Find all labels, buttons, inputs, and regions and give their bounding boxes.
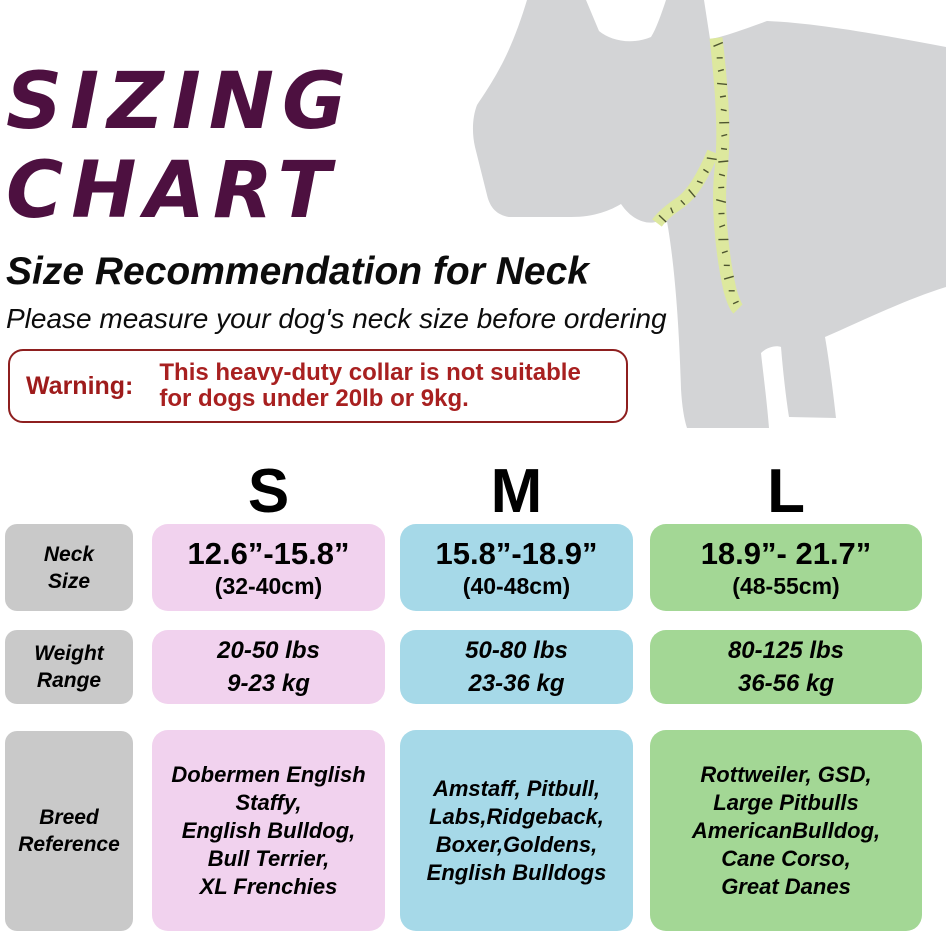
row-label-line: Reference [18, 833, 120, 856]
tape-tick-marks [658, 41, 739, 305]
cell-breed-reference-s: Dobermen English Staffy, English Bulldog, B… [152, 730, 385, 931]
measuring-tape-branch [652, 149, 719, 227]
row-label-line: Size [47, 569, 91, 593]
warning-label: Warning: [26, 371, 134, 400]
weight-lbs: 80-125 lbs [727, 637, 845, 664]
row-label-line: Range [36, 669, 102, 692]
subtitle: Size Recommendation for Neck [6, 250, 589, 293]
breed-line: Staffy, [235, 789, 302, 815]
breed-line: Boxer,Goldens, [435, 831, 598, 857]
cell-neck-size-l: 18.9”- 21.7” (48-55cm) [650, 524, 922, 611]
column-header-s: S [247, 457, 290, 526]
dog-silhouette [472, 0, 946, 428]
neck-size-cm: (48-55cm) [732, 572, 840, 599]
column-header-l: L [767, 457, 805, 526]
warning-box: Warning: This heavy-duty collar is not s… [8, 349, 628, 423]
row-label-line: Breed [39, 806, 99, 829]
cell-weight-range-m: 50-80 lbs 23-36 kg [400, 630, 633, 704]
title-line-1: SIZING [6, 57, 355, 147]
row-label-breed-reference: Breed Reference [5, 731, 133, 931]
page-title: SIZING CHART [6, 58, 354, 236]
breed-line: Bull Terrier, [207, 845, 330, 871]
column-header-m: M [490, 457, 543, 526]
weight-kg: 36-56 kg [737, 670, 835, 697]
warning-message-line-2: for dogs under 20lb or 9kg. [159, 385, 469, 412]
title-line-2: CHART [6, 146, 339, 236]
warning-message: This heavy-duty collar is not suitable f… [159, 360, 580, 412]
breed-line: AmericanBulldog, [691, 817, 881, 843]
row-label-weight-range: Weight Range [5, 630, 133, 704]
weight-kg: 23-36 kg [468, 670, 565, 697]
dog-with-tape-illustration [472, 0, 946, 428]
breed-line: Rottweiler, GSD, [700, 761, 872, 787]
warning-message-line-1: This heavy-duty collar is not suitable [159, 359, 581, 386]
neck-size-cm: (32-40cm) [214, 572, 323, 599]
cell-breed-reference-l: Rottweiler, GSD, Large Pitbulls AmericanBu… [650, 730, 922, 931]
cell-weight-range-l: 80-125 lbs 36-56 kg [650, 630, 922, 704]
breed-line: XL Frenchies [199, 873, 338, 899]
cell-breed-reference-m: Amstaff, Pitbull, Labs,Ridgeback, Boxer,Go… [400, 730, 633, 931]
weight-lbs: 20-50 lbs [217, 637, 320, 664]
row-label-line: Weight [34, 642, 104, 665]
breed-line: Large Pitbulls [713, 789, 859, 815]
neck-size-value: 18.9”- 21.7” [700, 535, 872, 571]
breed-line: Labs,Ridgeback, [429, 803, 604, 829]
breed-line: Dobermen English [171, 761, 366, 787]
neck-size-value: 12.6”-15.8” [187, 535, 350, 571]
breed-line: Great Danes [721, 873, 851, 899]
measure-note: Please measure your dog's neck size befo… [6, 303, 667, 334]
neck-size-value: 15.8”-18.9” [435, 535, 598, 571]
neck-size-cm: (40-48cm) [462, 572, 571, 599]
row-label-line: Neck [43, 542, 95, 566]
weight-lbs: 50-80 lbs [465, 637, 568, 664]
measuring-tape-main [709, 37, 743, 314]
breed-line: English Bulldogs [426, 859, 607, 885]
breed-line: English Bulldog, [181, 817, 356, 843]
cell-weight-range-s: 20-50 lbs 9-23 kg [152, 630, 385, 704]
cell-neck-size-m: 15.8”-18.9” (40-48cm) [400, 524, 633, 611]
row-label-neck-size: Neck Size [5, 524, 133, 611]
breed-line: Amstaff, Pitbull, [432, 775, 601, 801]
cell-neck-size-s: 12.6”-15.8” (32-40cm) [152, 524, 385, 611]
breed-line: Cane Corso, [721, 845, 851, 871]
weight-kg: 9-23 kg [227, 670, 310, 697]
